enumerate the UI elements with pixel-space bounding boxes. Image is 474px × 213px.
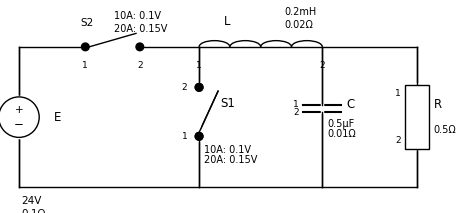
Text: 1: 1 [196, 61, 202, 70]
Text: 0.5Ω: 0.5Ω [434, 125, 456, 135]
Text: R: R [434, 98, 442, 111]
Ellipse shape [195, 132, 203, 140]
Ellipse shape [195, 132, 203, 140]
Text: 0.2mH: 0.2mH [284, 7, 317, 17]
Text: +: + [15, 105, 23, 115]
Text: 1: 1 [395, 89, 401, 98]
Text: 2: 2 [137, 61, 143, 70]
Text: 2: 2 [182, 83, 187, 92]
Text: 0.01Ω: 0.01Ω [327, 130, 356, 139]
Text: 10A: 0.1V: 10A: 0.1V [204, 145, 251, 155]
Text: 24V: 24V [21, 196, 42, 206]
Text: 2: 2 [293, 108, 299, 117]
Text: L: L [224, 15, 231, 28]
Text: 10A: 0.1V: 10A: 0.1V [114, 11, 161, 21]
Ellipse shape [195, 83, 203, 91]
Text: −: − [14, 118, 24, 131]
Text: 0.5μF: 0.5μF [327, 119, 354, 129]
Text: 20A: 0.15V: 20A: 0.15V [114, 24, 167, 34]
Text: 1: 1 [182, 132, 187, 141]
Text: S2: S2 [81, 18, 94, 28]
Text: 20A: 0.15V: 20A: 0.15V [204, 155, 257, 166]
Text: 0.02Ω: 0.02Ω [284, 20, 313, 30]
Text: 1: 1 [293, 100, 299, 109]
Text: S1: S1 [220, 97, 235, 110]
Text: 2: 2 [319, 61, 325, 70]
Text: E: E [54, 111, 61, 124]
Ellipse shape [82, 43, 89, 51]
Ellipse shape [195, 83, 203, 91]
Text: 1: 1 [82, 61, 88, 70]
Text: C: C [346, 98, 354, 111]
Text: 2: 2 [395, 136, 401, 145]
Ellipse shape [136, 43, 144, 51]
Text: 0.1Ω: 0.1Ω [21, 209, 46, 213]
Bar [405, 85, 429, 149]
